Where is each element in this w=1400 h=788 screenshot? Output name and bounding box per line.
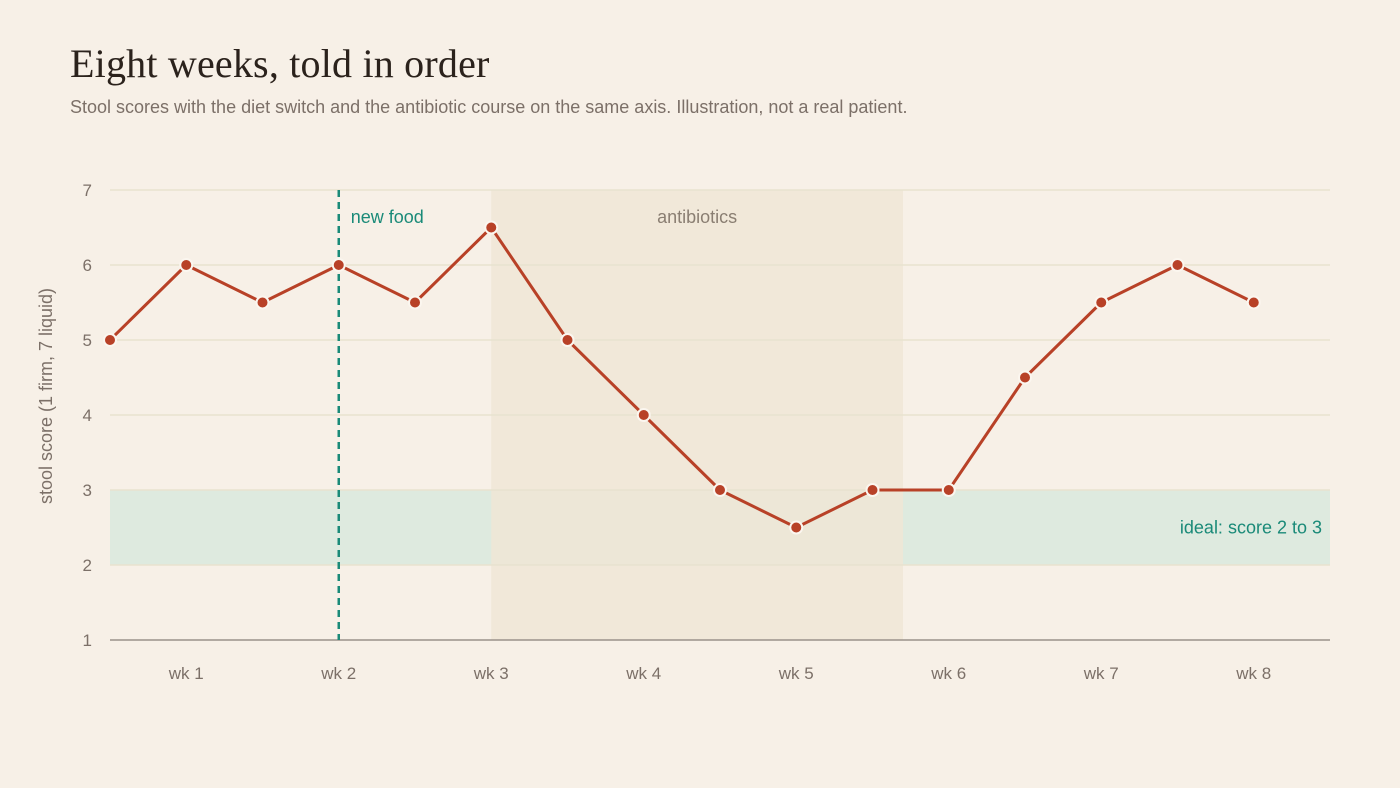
data-point bbox=[1170, 258, 1185, 272]
data-point bbox=[179, 258, 194, 272]
data-point bbox=[713, 483, 727, 497]
y-tick-label-1: 1 bbox=[83, 631, 92, 650]
y-tick-label-6: 6 bbox=[83, 256, 92, 275]
x-tick-label-7: wk 7 bbox=[1083, 664, 1119, 683]
y-tick-label-4: 4 bbox=[83, 406, 92, 425]
data-point bbox=[636, 408, 651, 422]
data-point bbox=[1094, 295, 1109, 310]
y-tick-label-2: 2 bbox=[83, 556, 92, 575]
data-point bbox=[1246, 295, 1261, 310]
new-food-label: new food bbox=[351, 207, 424, 227]
chart-subtitle: Stool scores with the diet switch and th… bbox=[70, 97, 908, 117]
x-tick-label-6: wk 6 bbox=[930, 664, 966, 683]
data-point bbox=[560, 333, 575, 347]
y-tick-label-3: 3 bbox=[83, 481, 92, 500]
ideal-range-label: ideal: score 2 to 3 bbox=[1180, 518, 1322, 538]
x-tick-label-3: wk 3 bbox=[473, 664, 509, 683]
data-point bbox=[789, 520, 804, 535]
x-tick-label-8: wk 8 bbox=[1235, 664, 1271, 683]
data-point bbox=[865, 483, 880, 497]
x-tick-label-4: wk 4 bbox=[625, 664, 661, 683]
data-point bbox=[331, 258, 346, 272]
y-tick-label-5: 5 bbox=[83, 331, 92, 350]
data-series bbox=[103, 220, 1261, 535]
x-tick-label-1: wk 1 bbox=[168, 664, 204, 683]
data-point bbox=[941, 483, 956, 497]
y-axis-ticks: 1 2 3 4 5 6 7 bbox=[83, 181, 92, 650]
data-point bbox=[255, 295, 270, 310]
x-axis-ticks: wk 1 wk 2 wk 3 wk 4 wk 5 wk 6 wk 7 wk 8 bbox=[168, 664, 1271, 683]
x-tick-label-5: wk 5 bbox=[778, 664, 814, 683]
series-line bbox=[108, 226, 1256, 529]
gridlines bbox=[110, 189, 1330, 641]
y-tick-label-7: 7 bbox=[83, 181, 92, 200]
antibiotics-label: antibiotics bbox=[657, 207, 737, 227]
data-point bbox=[1018, 370, 1032, 385]
y-axis-title: stool score (1 firm, 7 liquid) bbox=[36, 288, 56, 504]
data-point bbox=[408, 295, 422, 310]
data-point bbox=[484, 220, 499, 235]
data-point bbox=[103, 333, 117, 347]
x-tick-label-2: wk 2 bbox=[320, 664, 356, 683]
chart-title: Eight weeks, told in order bbox=[70, 41, 490, 86]
